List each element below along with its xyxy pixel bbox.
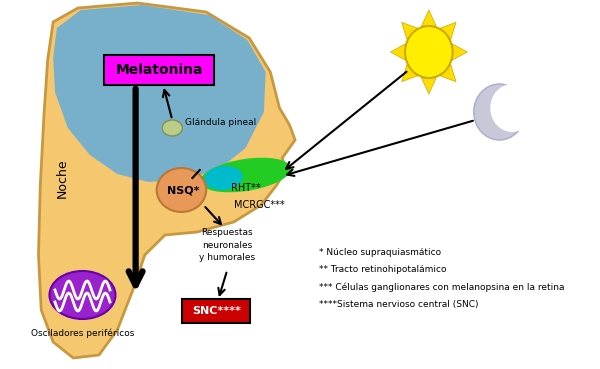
Polygon shape	[440, 65, 456, 82]
FancyBboxPatch shape	[104, 55, 214, 85]
Polygon shape	[401, 65, 418, 82]
Polygon shape	[391, 44, 405, 60]
Polygon shape	[422, 78, 436, 94]
Text: * Núcleo supraquiasmático: * Núcleo supraquiasmático	[319, 248, 441, 257]
Text: Glándula pineal: Glándula pineal	[185, 117, 256, 127]
Ellipse shape	[157, 168, 206, 212]
Ellipse shape	[205, 166, 243, 190]
Circle shape	[474, 84, 525, 140]
Text: Osciladores periféricos: Osciladores periféricos	[31, 328, 134, 338]
Text: MCRGC***: MCRGC***	[233, 200, 284, 210]
Polygon shape	[38, 3, 295, 358]
Text: SNC****: SNC****	[192, 306, 241, 316]
Polygon shape	[422, 10, 436, 26]
Text: Respuestas
neuronales
y humorales: Respuestas neuronales y humorales	[199, 228, 256, 262]
Ellipse shape	[162, 120, 182, 136]
Circle shape	[490, 84, 534, 132]
Polygon shape	[452, 44, 467, 60]
Text: NSQ*: NSQ*	[167, 185, 200, 195]
FancyBboxPatch shape	[182, 299, 250, 323]
Text: ** Tracto retinohipotalámico: ** Tracto retinohipotalámico	[319, 265, 446, 274]
Polygon shape	[401, 22, 418, 39]
Ellipse shape	[49, 271, 115, 319]
Ellipse shape	[200, 158, 291, 192]
Polygon shape	[440, 22, 456, 39]
Circle shape	[405, 26, 452, 78]
Text: ****Sistema nervioso central (SNC): ****Sistema nervioso central (SNC)	[319, 300, 478, 309]
Text: RHT**: RHT**	[231, 183, 260, 193]
Text: Melatonina: Melatonina	[116, 63, 203, 77]
Text: *** Células ganglionares con melanopsina en la retina: *** Células ganglionares con melanopsina…	[319, 282, 565, 292]
Polygon shape	[53, 5, 266, 182]
Text: Noche: Noche	[56, 158, 69, 198]
